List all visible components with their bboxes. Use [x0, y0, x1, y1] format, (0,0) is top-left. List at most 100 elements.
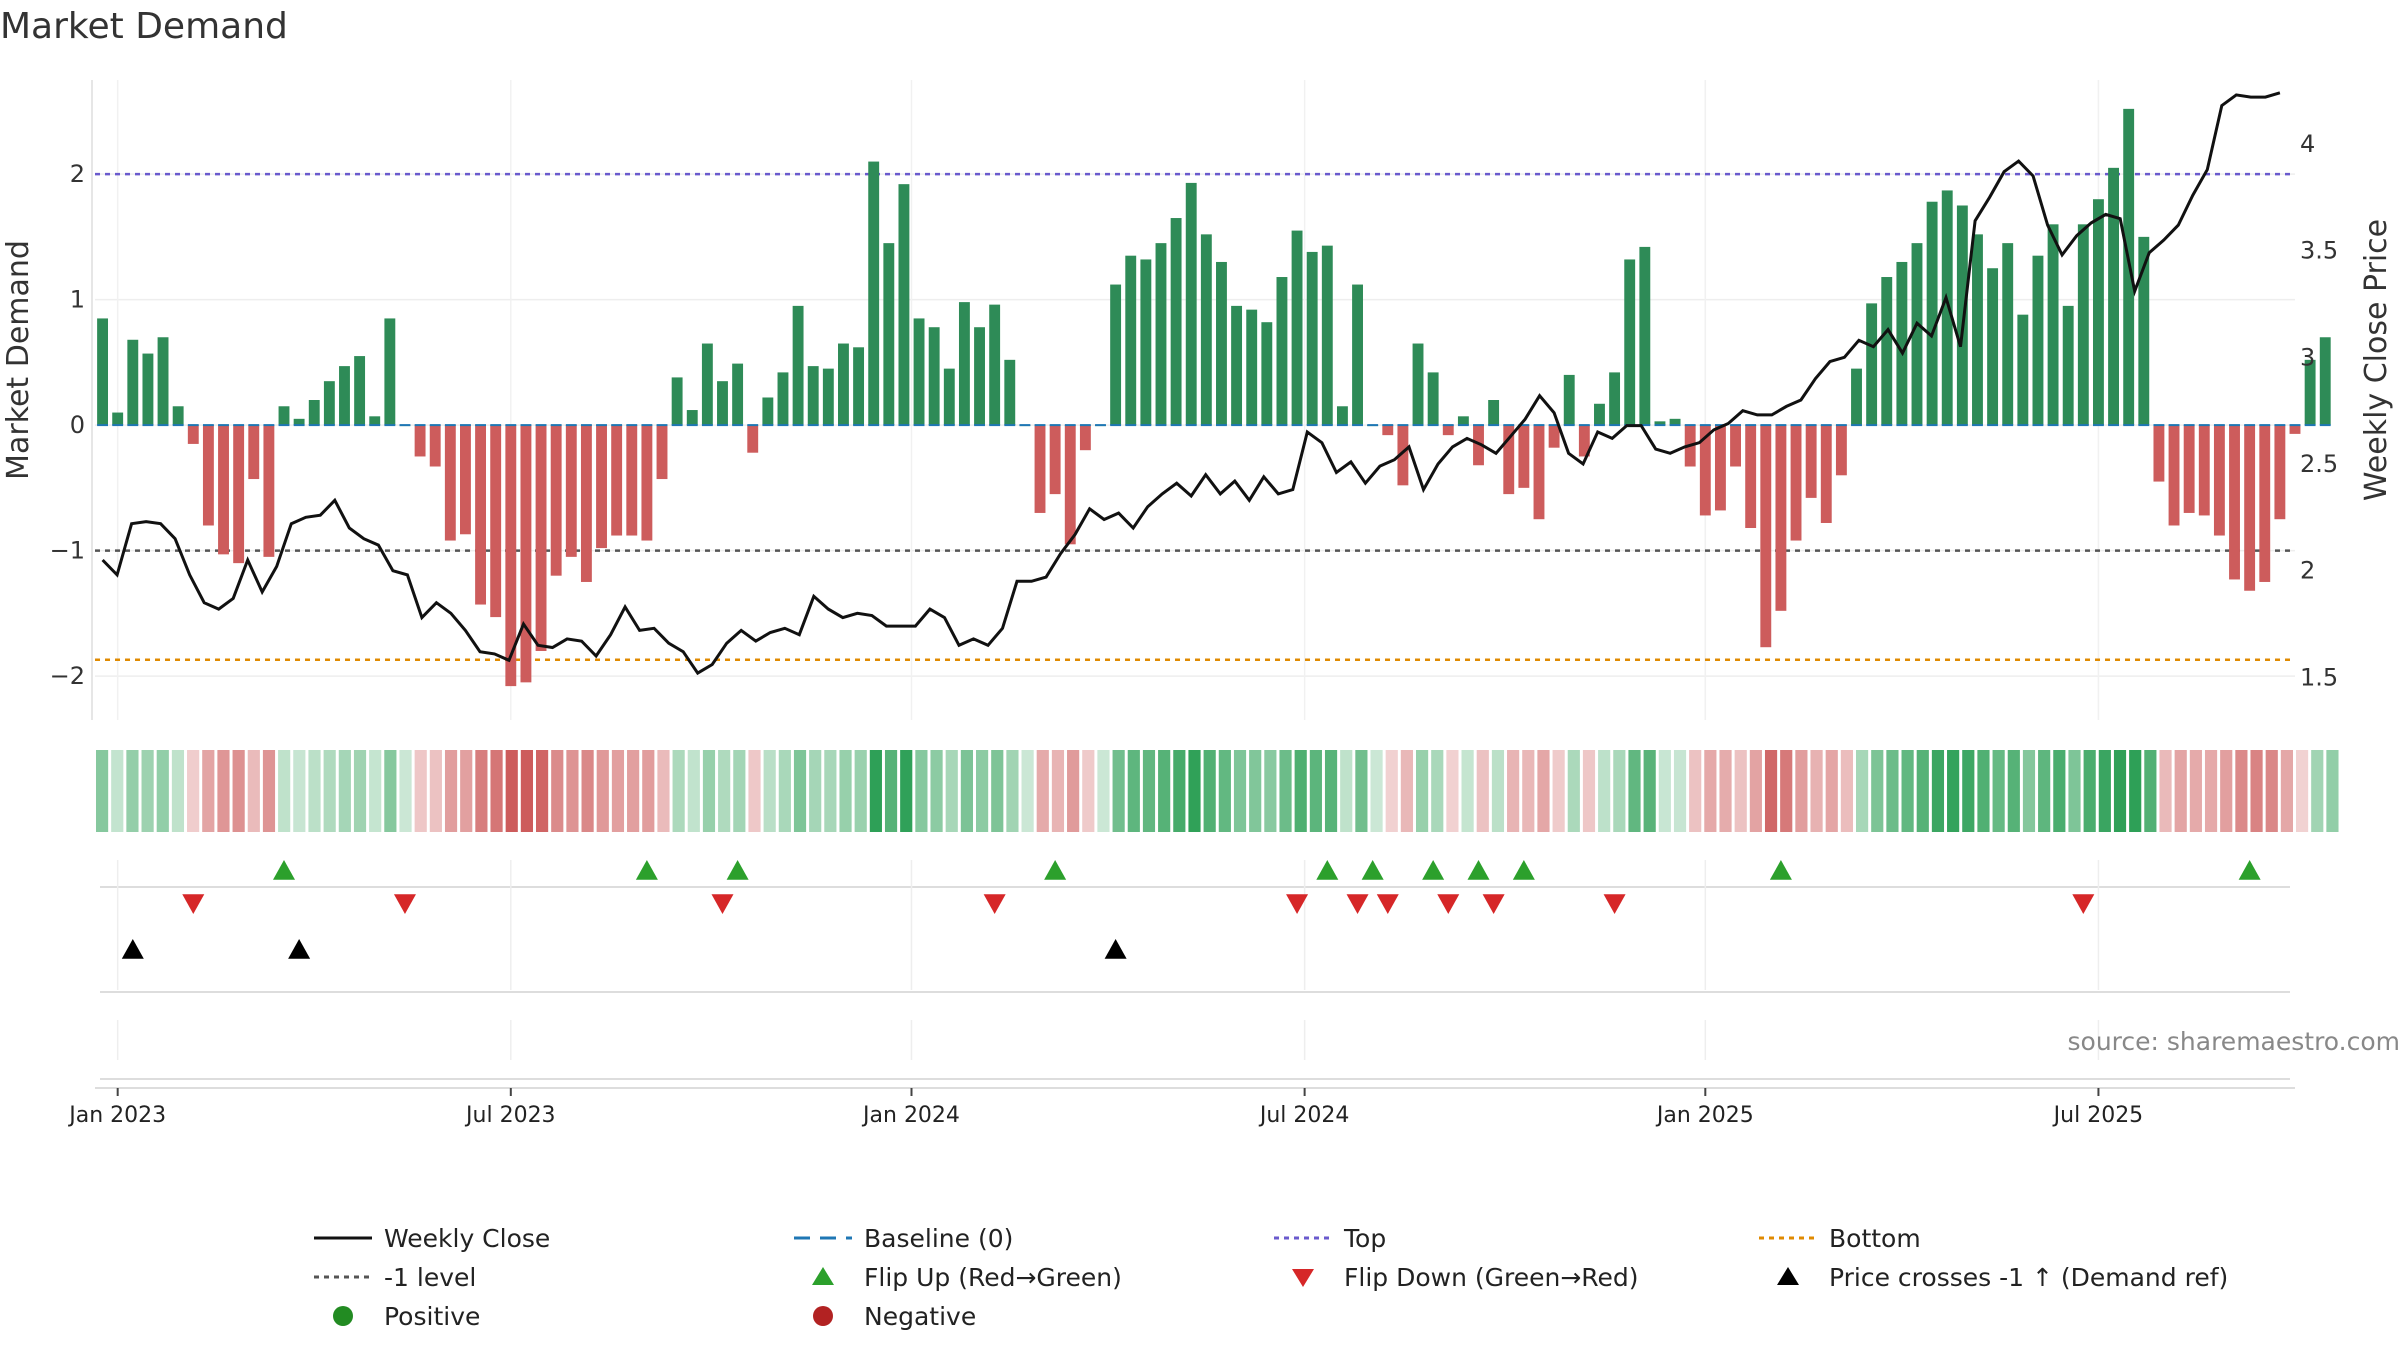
- demand-bar: [550, 425, 562, 576]
- demand-bar: [1503, 425, 1515, 495]
- x-tick-label: Jul 2025: [2052, 1103, 2144, 1128]
- demand-bar: [1231, 305, 1243, 426]
- flip-down-marker: [393, 894, 416, 914]
- demand-bar: [701, 343, 713, 426]
- y2-tick-label: 2.5: [2300, 450, 2338, 478]
- demand-bar: [913, 318, 925, 426]
- legend-label: Weekly Close: [384, 1224, 550, 1253]
- heat-cell: [1840, 750, 1853, 832]
- demand-bar: [2259, 425, 2271, 582]
- demand-bar: [233, 425, 245, 564]
- heat-cell: [1673, 750, 1687, 832]
- price-cross-marker: [1104, 939, 1127, 959]
- demand-bar: [717, 381, 728, 426]
- demand-bar: [777, 372, 789, 426]
- y-tick-label: −1: [50, 537, 85, 565]
- legend-label: Negative: [864, 1302, 976, 1331]
- legend-label: Flip Up (Red→Green): [864, 1263, 1122, 1292]
- demand-bar: [127, 339, 139, 426]
- heat-cell: [733, 750, 746, 832]
- flip-up-marker: [1467, 860, 1490, 880]
- heat-cell: [1719, 750, 1732, 832]
- heat-cell: [702, 750, 716, 832]
- demand-bar: [2108, 167, 2119, 426]
- heat-cell: [1491, 750, 1505, 832]
- demand-bar: [1140, 259, 1152, 426]
- heat-cell: [839, 750, 852, 832]
- heat-cell: [2022, 750, 2036, 832]
- heat-cell: [1643, 750, 1656, 832]
- heat-cell: [1355, 750, 1368, 832]
- demand-bar: [1790, 425, 1802, 541]
- heat-cell: [1916, 750, 1929, 832]
- y-tick-label: 2: [70, 160, 85, 188]
- demand-bar: [1805, 425, 1817, 498]
- demand-bar: [2077, 224, 2089, 426]
- heat-cell: [657, 750, 670, 832]
- heat-cell: [976, 750, 989, 832]
- signal-markers: [121, 860, 2261, 959]
- demand-heatstrip: [96, 750, 2339, 832]
- heat-cell: [1173, 750, 1186, 832]
- heat-cell: [490, 750, 503, 832]
- demand-bar: [1563, 374, 1575, 426]
- demand-bar: [1548, 425, 1560, 448]
- heat-cell: [2235, 750, 2248, 832]
- demand-bar: [1896, 261, 1908, 426]
- demand-bar: [1956, 205, 1968, 426]
- heat-cell: [1461, 750, 1474, 832]
- heat-cell: [369, 750, 382, 832]
- heat-cell: [1598, 750, 1611, 832]
- demand-bar: [1321, 245, 1333, 426]
- flip-down-marker: [1603, 894, 1626, 914]
- heat-cell: [338, 750, 351, 832]
- x-tick-label: Jan 2023: [67, 1103, 166, 1128]
- heat-cell: [2311, 750, 2324, 832]
- demand-bar: [1336, 406, 1348, 426]
- demand-bar: [686, 410, 698, 426]
- heat-cell: [1340, 750, 1353, 832]
- demand-bar: [2319, 337, 2331, 426]
- heat-cell: [475, 750, 488, 832]
- demand-bar: [2092, 199, 2104, 426]
- heat-cell: [1249, 750, 1262, 832]
- demand-bar: [1639, 246, 1651, 426]
- demand-bar: [2198, 425, 2210, 516]
- heat-cell: [960, 750, 973, 832]
- heat-cell: [566, 750, 579, 832]
- heat-cell: [2280, 750, 2293, 832]
- demand-bar: [1049, 425, 1061, 495]
- heat-cell: [399, 750, 412, 832]
- flip-up-marker: [273, 860, 296, 880]
- heat-cell: [536, 750, 549, 832]
- demand-bar: [611, 425, 623, 536]
- heat-cell: [991, 750, 1004, 832]
- demand-bar: [1276, 277, 1288, 426]
- reference-lines: [95, 172, 2295, 662]
- demand-bar: [1488, 400, 1500, 426]
- heat-cell: [1112, 750, 1125, 832]
- demand-bar: [490, 425, 502, 618]
- heat-cell: [2083, 750, 2096, 832]
- y2-axis-label: Weekly Close Price: [2359, 219, 2394, 501]
- demand-bar: [1760, 425, 1772, 648]
- demand-bar: [1427, 372, 1439, 426]
- heat-cell: [1097, 750, 1110, 832]
- heat-cell: [1370, 750, 1383, 832]
- heat-cell: [141, 750, 154, 832]
- demand-bar: [2153, 425, 2165, 482]
- demand-bar: [1533, 425, 1545, 520]
- demand-bar: [142, 353, 154, 426]
- demand-bar: [943, 368, 955, 426]
- demand-bar: [505, 425, 517, 687]
- demand-bar: [747, 425, 759, 453]
- demand-bar: [928, 327, 940, 426]
- chart-title: Market Demand: [0, 6, 288, 47]
- demand-bar: [1110, 284, 1122, 426]
- flip-up-marker: [2238, 860, 2261, 880]
- demand-bar: [1004, 359, 1016, 426]
- y-tick-label: 0: [70, 411, 85, 439]
- demand-bar: [762, 397, 774, 426]
- heat-cell: [2220, 750, 2233, 832]
- demand-bar: [1125, 255, 1137, 426]
